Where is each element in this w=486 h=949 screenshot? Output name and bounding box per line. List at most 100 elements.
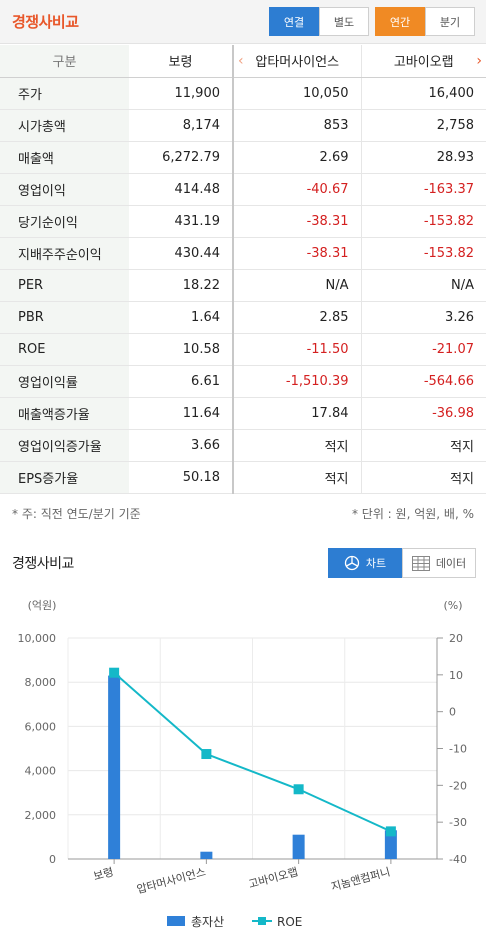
- cell-value: 6.61: [129, 365, 233, 398]
- chevron-left-icon[interactable]: ‹: [238, 53, 244, 69]
- left-tick-label: 10,000: [18, 632, 57, 645]
- cell-value: -36.98: [360, 397, 486, 430]
- period-toggle: 연간 분기: [375, 7, 475, 36]
- category-label: 지놈앤컴퍼니: [330, 865, 392, 893]
- right-tick-label: 0: [449, 706, 456, 719]
- row-label: 지배주주순이익: [0, 237, 129, 270]
- table-row: 영업이익률 6.61 -1,510.39 -564.66: [0, 365, 486, 398]
- cell-value: -153.82: [360, 237, 486, 270]
- cell-value: -163.37: [360, 173, 486, 206]
- table-grid-icon: [411, 555, 430, 571]
- right-axis-title: (%): [443, 599, 462, 612]
- left-tick-label: 8,000: [25, 676, 57, 689]
- right-tick-label: -30: [449, 816, 467, 829]
- bar-total-assets: [292, 834, 305, 859]
- cell-value: 6,272.79: [129, 141, 233, 174]
- cell-value: 2,758: [360, 109, 486, 142]
- table-row: ROE 10.58 -11.50 -21.07: [0, 333, 486, 366]
- cell-value: -11.50: [232, 333, 361, 366]
- row-label: 매출액: [0, 141, 129, 174]
- table-row: 주가 11,900 10,050 16,400: [0, 77, 486, 110]
- note-units: * 단위 : 원, 억원, 배, %: [351, 507, 474, 521]
- cell-value: 3.26: [360, 301, 486, 334]
- row-label: 시가총액: [0, 109, 129, 142]
- roe-line: [113, 671, 392, 833]
- row-label: 주가: [0, 77, 129, 110]
- cell-value: -38.31: [232, 237, 361, 270]
- row-label: EPS증가율: [0, 461, 129, 494]
- cell-value: 430.44: [129, 237, 233, 270]
- page-title: 경쟁사비교: [12, 13, 79, 31]
- category-label: 고바이오랩: [247, 865, 299, 891]
- cell-value: 2.69: [232, 141, 361, 174]
- row-label: ROE: [0, 333, 129, 366]
- table-row: 매출액 6,272.79 2.69 28.93: [0, 141, 486, 174]
- header-bar: 경쟁사비교 연결 별도 연간 분기: [0, 0, 486, 44]
- right-tick-label: -20: [449, 779, 467, 792]
- competitor-name: 압타머사이언스: [255, 55, 340, 71]
- bar-total-assets: [384, 830, 397, 859]
- column-header-competitor: ‹ 압타머사이언스: [232, 45, 361, 78]
- cell-value: -21.07: [360, 333, 486, 366]
- view-tabs: 차트 데이터: [328, 548, 476, 578]
- cell-value: 적지: [232, 461, 361, 494]
- cell-value: 50.18: [129, 461, 233, 494]
- category-label: 압타머사이언스: [135, 865, 207, 896]
- cell-value: 853: [232, 109, 361, 142]
- row-label: 영업이익: [0, 173, 129, 206]
- right-tick-label: -40: [449, 853, 467, 866]
- cell-value: 16,400: [360, 77, 486, 110]
- cell-value: 3.66: [129, 429, 233, 462]
- row-label: 매출액증가율: [0, 397, 129, 430]
- table-row: EPS증가율 50.18 적지 적지: [0, 461, 486, 494]
- tab-data[interactable]: 데이터: [402, 548, 476, 578]
- consolidated-button[interactable]: 연결: [269, 7, 319, 36]
- row-label: PBR: [0, 301, 129, 334]
- cell-value: 적지: [360, 461, 486, 494]
- legend-label: 총자산: [191, 915, 224, 929]
- legend-bar-swatch: [167, 916, 185, 926]
- separate-button[interactable]: 별도: [319, 7, 369, 36]
- quarterly-button[interactable]: 분기: [425, 7, 475, 36]
- column-header-competitor: 고바이오랩 ›: [360, 45, 486, 78]
- table-row: 영업이익 414.48 -40.67 -163.37: [0, 173, 486, 206]
- cell-value: 431.19: [129, 205, 233, 238]
- roe-point: [109, 667, 120, 678]
- roe-point: [385, 826, 396, 837]
- competitor-chart: (억원) (%) 0 2,000 4,000 6,000 8,000 10,000 -40 -30…: [18, 599, 467, 929]
- cell-value: 11.64: [129, 397, 233, 430]
- column-header-company: 보령: [129, 45, 233, 78]
- section-title: 경쟁사비교: [12, 556, 74, 572]
- annual-button[interactable]: 연간: [375, 7, 425, 36]
- note-basis: * 주: 직전 연도/분기 기준: [12, 507, 141, 521]
- right-tick-label: 20: [449, 632, 463, 645]
- cell-value: N/A: [360, 269, 486, 302]
- bar-total-assets: [200, 851, 213, 859]
- cell-value: 1.64: [129, 301, 233, 334]
- legend-line-marker: [258, 917, 266, 925]
- cell-value: -564.66: [360, 365, 486, 398]
- column-header-category: 구분: [0, 45, 129, 78]
- cell-value: 8,174: [129, 109, 233, 142]
- left-axis-title: (억원): [28, 599, 57, 612]
- tab-chart[interactable]: 차트: [328, 548, 402, 578]
- table-header-row: 구분 보령 ‹ 압타머사이언스 고바이오랩 ›: [0, 45, 486, 78]
- cell-value: -153.82: [360, 205, 486, 238]
- competitor-name: 고바이오랩: [393, 55, 454, 71]
- row-label: PER: [0, 269, 129, 302]
- left-tick-label: 2,000: [25, 809, 57, 822]
- legend-label: ROE: [277, 915, 302, 929]
- table-row: 지배주주순이익 430.44 -38.31 -153.82: [0, 237, 486, 270]
- consolidation-toggle: 연결 별도: [269, 7, 369, 36]
- cell-value: 11,900: [129, 77, 233, 110]
- row-label: 영업이익증가율: [0, 429, 129, 462]
- table-row: 매출액증가율 11.64 17.84 -36.98: [0, 397, 486, 430]
- category-label: 보령: [92, 865, 115, 883]
- roe-point: [201, 749, 212, 760]
- chevron-right-icon[interactable]: ›: [476, 53, 482, 69]
- cell-value: 적지: [360, 429, 486, 462]
- cell-value: 18.22: [129, 269, 233, 302]
- right-tick-label: -10: [449, 743, 467, 756]
- cell-value: 28.93: [360, 141, 486, 174]
- pie-chart-icon: [344, 555, 360, 571]
